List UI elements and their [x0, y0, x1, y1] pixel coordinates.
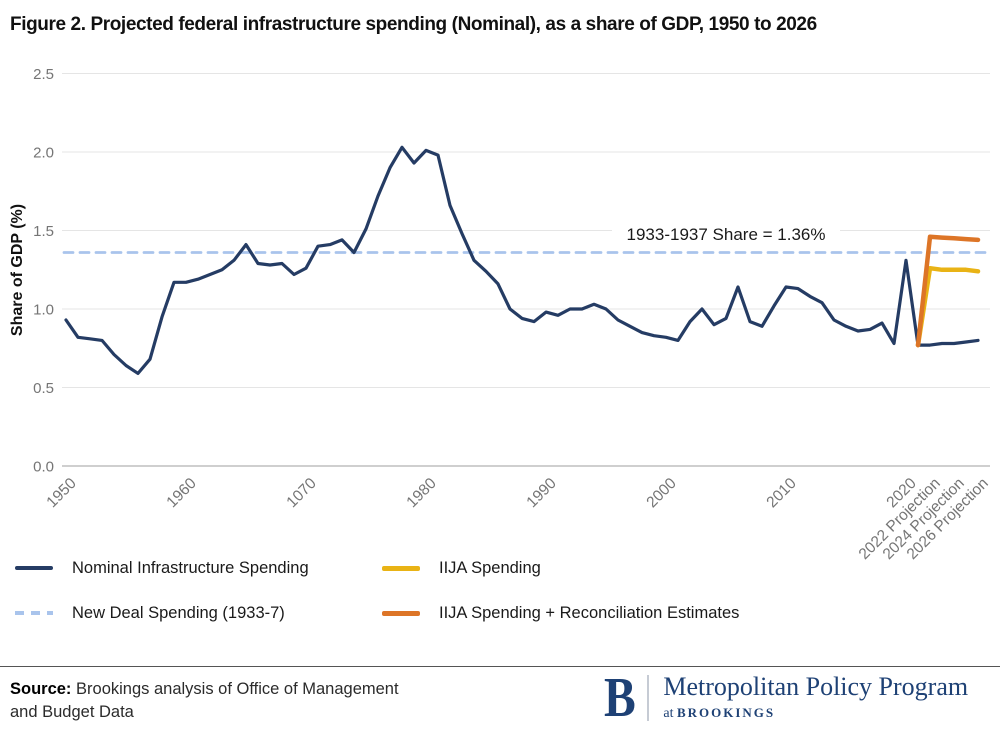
legend-item-nominal: Nominal Infrastructure Spending: [15, 558, 309, 578]
source-note: Source: Brookings analysis of Office of …: [10, 678, 399, 724]
y-tick-label: 2.0: [33, 145, 54, 162]
source-line2: and Budget Data: [10, 703, 134, 721]
logo-program-name: Metropolitan Policy Program: [663, 672, 969, 701]
legend-item-iija-reconciliation: IIJA Spending + Reconciliation Estimates: [382, 603, 739, 623]
legend-label-new-deal: New Deal Spending (1933-7): [72, 603, 285, 622]
legend-swatch-iija: [382, 565, 420, 571]
x-tick-label: 2010: [763, 475, 800, 512]
legend-label-iija-reconciliation: IIJA Spending + Reconciliation Estimates: [439, 603, 740, 622]
logo-org-name: BROOKINGS: [676, 705, 776, 720]
series-line-3: [915, 234, 981, 348]
x-tick-label: 1950: [43, 475, 80, 512]
x-tick-label: 1070: [283, 475, 320, 512]
logo-divider: [647, 675, 650, 721]
y-tick-label: 2.5: [33, 66, 54, 83]
annotation-text: 1933-1937 Share = 1.36%: [627, 225, 826, 244]
legend-swatch-new-deal: [15, 611, 53, 615]
legend-swatch-nominal: [15, 566, 53, 570]
annotation-mask: [612, 221, 840, 246]
legend-item-iija: IIJA Spending: [382, 558, 541, 578]
series-line-2: [915, 265, 981, 348]
logo-at: at: [663, 706, 677, 721]
y-tick-label: 0.0: [33, 459, 54, 476]
y-axis-title: Share of GDP (%): [9, 204, 26, 336]
footer-divider: [0, 666, 1000, 667]
legend-swatch-iija-reconciliation: [382, 610, 420, 616]
y-tick-label: 1.0: [33, 302, 54, 319]
figure-title: Figure 2. Projected federal infrastructu…: [10, 14, 817, 35]
y-tick-label: 0.5: [33, 380, 54, 397]
legend-label-iija: IIJA Spending: [439, 558, 541, 577]
brookings-logo: B Metropolitan Policy Program at BROOKIN…: [604, 667, 969, 729]
legend-label-nominal: Nominal Infrastructure Spending: [72, 558, 309, 577]
legend-item-new-deal: New Deal Spending (1933-7): [15, 603, 285, 623]
x-tick-label: 2000: [643, 475, 680, 512]
y-tick-label: 1.5: [33, 223, 54, 240]
source-line1: Brookings analysis of Office of Manageme…: [71, 680, 399, 698]
x-tick-label: 1980: [403, 475, 440, 512]
brookings-b-logo: B: [604, 667, 636, 729]
x-tick-label: 1990: [523, 475, 560, 512]
x-tick-label: 1960: [163, 475, 200, 512]
source-label: Source:: [10, 680, 72, 698]
series-line-1: [64, 145, 980, 375]
logo-org-line: at BROOKINGS: [663, 705, 968, 722]
